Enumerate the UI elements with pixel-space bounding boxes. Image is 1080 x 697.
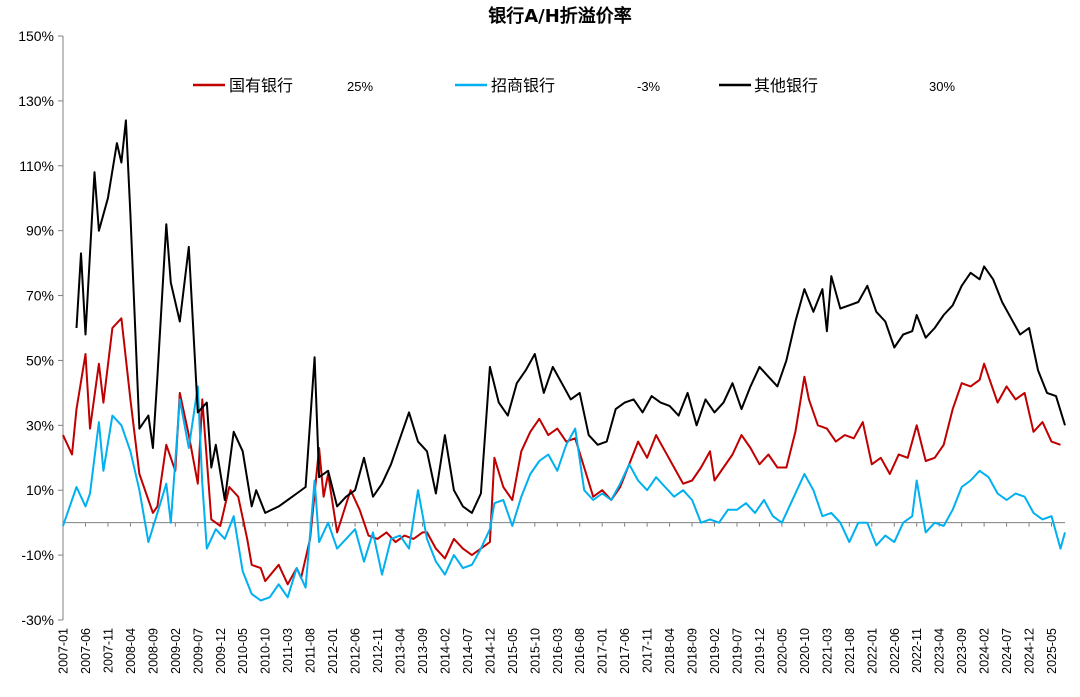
y-tick-label: 30% [26, 417, 54, 433]
x-tick-label: 2023-04 [933, 628, 947, 674]
x-tick-label: 2009-02 [169, 628, 183, 674]
x-tick-label: 2021-03 [820, 628, 834, 674]
x-tick-label: 2022-06 [888, 628, 902, 674]
x-tick-label: 2017-11 [641, 628, 655, 673]
chart-title: 银行A/H折溢价率 [488, 5, 632, 27]
x-tick-label: 2019-07 [731, 628, 745, 674]
x-tick-label: 2009-07 [191, 628, 205, 674]
x-axis-ticks: 2007-01 2007-06 2007-11 2008-04 2008-09 2009-… [57, 522, 1059, 674]
x-tick-label: 2020-10 [798, 628, 812, 674]
x-tick-label: 2016-08 [573, 628, 587, 674]
x-tick-label: 2014-12 [483, 628, 497, 674]
x-tick-label: 2012-06 [349, 628, 363, 674]
x-tick-label: 2015-10 [528, 628, 542, 674]
y-tick-label: 130% [18, 93, 54, 109]
x-tick-label: 2007-06 [79, 628, 93, 674]
x-tick-label: 2024-07 [1000, 628, 1014, 674]
series-line-1 [62, 385, 1066, 602]
x-tick-label: 2010-05 [236, 628, 250, 674]
legend-label: 国有银行 [229, 76, 293, 95]
legend-latest-value: 30% [929, 79, 955, 94]
y-tick-label: -10% [21, 547, 54, 563]
x-tick-label: 2013-09 [416, 628, 430, 674]
x-tick-label: 2019-02 [708, 628, 722, 674]
x-tick-label: 2019-12 [753, 628, 767, 674]
legend-latest-value: 25% [347, 79, 373, 94]
x-tick-label: 2024-12 [1023, 628, 1037, 674]
axes [62, 36, 1065, 620]
series-line-2 [75, 119, 1066, 514]
x-tick-label: 2011-03 [281, 628, 295, 673]
x-tick-label: 2024-02 [978, 628, 992, 674]
y-tick-label: 70% [26, 288, 54, 304]
x-tick-label: 2020-05 [775, 628, 789, 674]
x-tick-label: 2008-09 [146, 628, 160, 674]
x-tick-label: 2015-05 [506, 628, 520, 674]
legend-latest-value: -3% [637, 79, 661, 94]
x-tick-label: 2008-04 [124, 628, 138, 674]
x-tick-label: 2022-01 [865, 628, 879, 674]
series-lines [62, 119, 1066, 602]
x-tick-label: 2010-10 [259, 628, 273, 674]
x-tick-label: 2011-08 [304, 628, 318, 673]
legend: 国有银行 25% 招商银行 -3% 其他银行 30% [193, 76, 955, 95]
x-tick-label: 2018-09 [686, 628, 700, 674]
y-axis-ticks: -30% -10% 10% 30% 50% 70% 90% 110% 130% 150% [18, 28, 63, 628]
x-tick-label: 2023-09 [955, 628, 969, 674]
x-tick-label: 2014-02 [438, 628, 452, 674]
x-tick-label: 2017-01 [596, 628, 610, 674]
x-tick-label: 2016-03 [551, 628, 565, 674]
x-tick-label: 2009-12 [214, 628, 228, 674]
y-tick-label: 10% [26, 482, 54, 498]
x-tick-label: 2018-04 [663, 628, 677, 674]
legend-label: 招商银行 [491, 76, 555, 95]
legend-label: 其他银行 [754, 76, 818, 95]
x-tick-label: 2007-11 [101, 628, 115, 673]
y-tick-label: 150% [18, 28, 54, 44]
x-tick-label: 2025-05 [1045, 628, 1059, 674]
y-tick-label: 90% [26, 223, 54, 239]
y-tick-label: -30% [21, 612, 54, 628]
x-tick-label: 2021-08 [843, 628, 857, 674]
x-tick-label: 2012-11 [371, 628, 385, 673]
x-tick-label: 2012-01 [326, 628, 340, 674]
y-tick-label: 110% [19, 158, 54, 174]
x-tick-label: 2013-04 [394, 628, 408, 674]
x-tick-label: 2007-01 [57, 628, 71, 674]
x-tick-label: 2017-06 [618, 628, 632, 674]
x-tick-label: 2022-11 [910, 628, 924, 673]
series-line-0 [62, 317, 1061, 586]
x-tick-label: 2014-07 [461, 628, 475, 674]
y-tick-label: 50% [26, 352, 54, 368]
